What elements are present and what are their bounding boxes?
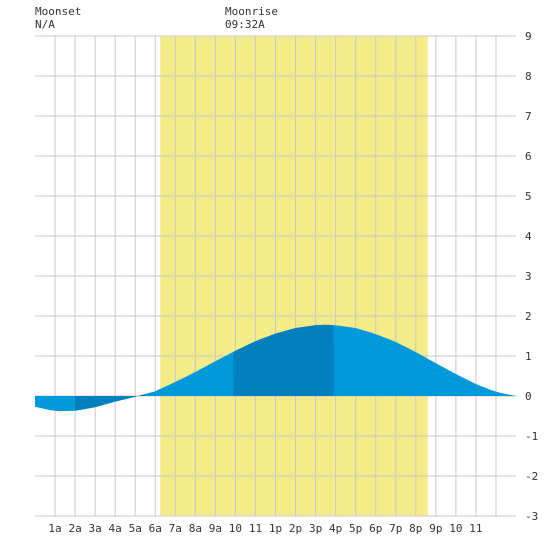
x-tick-label: 2a [68,522,81,535]
y-tick-label: -2 [525,470,538,483]
x-tick-label: 2p [289,522,302,535]
moonrise-label: Moonrise [225,5,278,18]
x-tick-label: 4a [109,522,122,535]
moonset-value: N/A [35,18,55,31]
moonset-info: Moonset N/A [35,5,81,31]
y-tick-label: 0 [525,390,532,403]
x-tick-label: 8p [409,522,422,535]
y-tick-label: 1 [525,350,532,363]
y-tick-label: -3 [525,510,538,523]
y-tick-label: -1 [525,430,538,443]
moonrise-info: Moonrise 09:32A [225,5,278,31]
y-tick-label: 8 [525,70,532,83]
x-tick-label: 8a [189,522,202,535]
x-tick-label: 7p [389,522,402,535]
x-tick-label: 9a [209,522,222,535]
x-tick-label: 11 [469,522,482,535]
x-tick-label: 6a [149,522,162,535]
x-tick-label: 4p [329,522,342,535]
x-tick-label: 3p [309,522,322,535]
x-tick-label: 10 [449,522,462,535]
y-tick-label: 3 [525,270,532,283]
moonrise-value: 09:32A [225,18,265,31]
x-tick-label: 1a [48,522,61,535]
tide-area-dark-band [233,324,334,396]
x-tick-label: 10 [229,522,242,535]
x-tick-label: 7a [169,522,182,535]
x-tick-label: 3a [89,522,102,535]
x-tick-label: 1p [269,522,282,535]
x-tick-label: 6p [369,522,382,535]
tide-area-dark-band [75,394,146,411]
y-tick-label: 5 [525,190,532,203]
y-tick-label: 2 [525,310,532,323]
x-tick-label: 11 [249,522,262,535]
x-tick-label: 9p [429,522,442,535]
y-tick-label: 7 [525,110,532,123]
y-tick-label: 4 [525,230,532,243]
x-tick-label: 5a [129,522,142,535]
x-tick-label: 5p [349,522,362,535]
moonset-label: Moonset [35,5,82,18]
y-tick-label: 6 [525,150,532,163]
y-tick-label: 9 [525,30,532,43]
